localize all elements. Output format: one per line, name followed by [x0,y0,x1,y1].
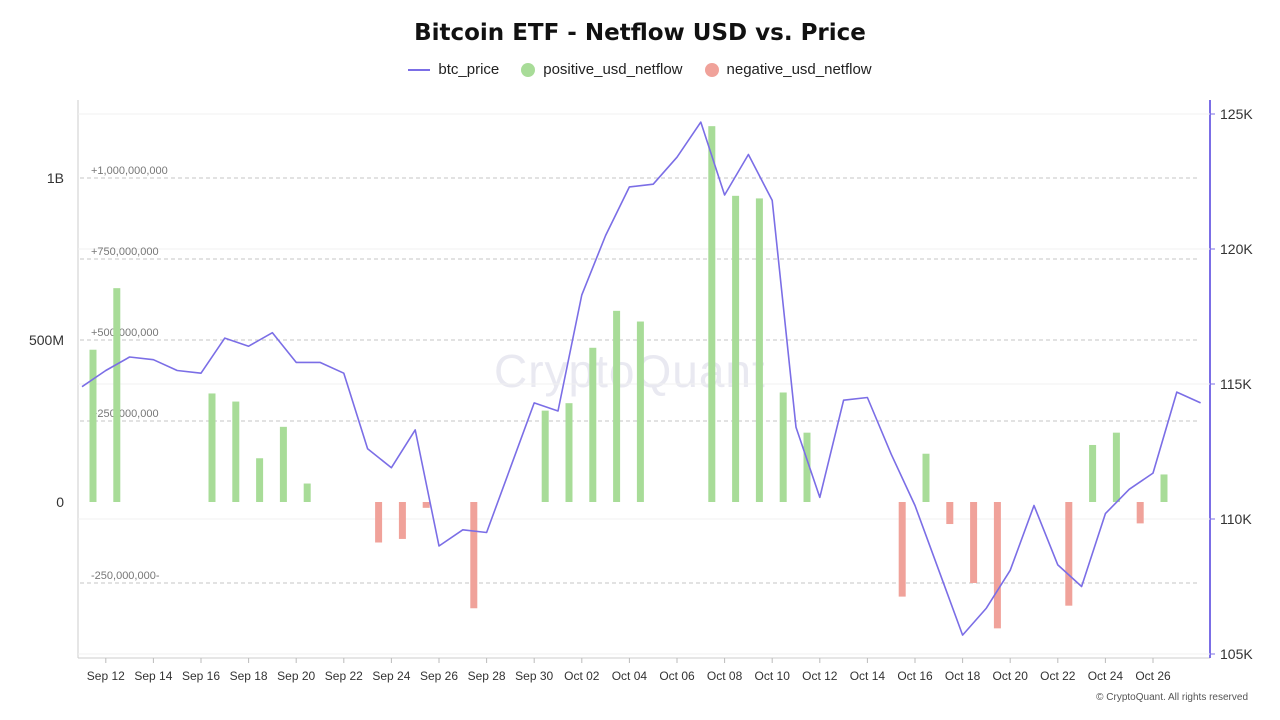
legend-label-positive: positive_usd_netflow [543,61,683,78]
left-tick-label: 0 [56,494,64,510]
legend-item-negative[interactable]: negative_usd_netflow [704,61,872,78]
right-tick-label: 115K [1220,376,1252,392]
positive-netflow-bar [613,310,621,502]
negative-netflow-bar [470,502,478,609]
negative-netflow-bar [993,502,1001,629]
x-tick-label: Sep 14 [134,669,172,683]
positive-netflow-bar [708,126,716,502]
copyright-credit: © CryptoQuant. All rights reserved [1096,692,1248,703]
guide-label: +1,000,000,000 [91,165,168,177]
positive-netflow-bar [565,403,573,502]
x-tick-label: Oct 08 [707,669,743,683]
positive-netflow-bar [1160,474,1168,502]
x-tick-label: Oct 26 [1135,669,1171,683]
legend-item-positive[interactable]: positive_usd_netflow [521,61,683,78]
legend-dot-negative [704,62,719,77]
guide-label: +750,000,000 [91,246,159,258]
positive-netflow-bar [636,321,644,502]
btc-price-line [81,121,1201,636]
watermark: CryptoQuant [494,345,766,397]
x-tick-label: Oct 06 [659,669,695,683]
right-tick-label: 105K [1220,646,1253,662]
x-tick-label: Oct 04 [612,669,648,683]
left-tick-label: 500M [29,332,64,348]
positive-netflow-bar [755,198,763,503]
positive-netflow-bar [279,426,287,502]
x-tick-label: Sep 20 [277,669,315,683]
x-tick-label: Oct 20 [993,669,1029,683]
positive-netflow-bar [1112,432,1120,502]
positive-netflow-bar [922,453,930,502]
x-tick-label: Oct 14 [850,669,886,683]
negative-netflow-bar [375,502,383,543]
x-tick-label: Sep 24 [372,669,410,683]
negative-netflow-bar [1136,502,1144,524]
x-tick-label: Oct 22 [1040,669,1076,683]
legend-item-btc-price[interactable]: btc_price [408,61,499,78]
negative-netflow-bar [946,502,954,525]
negative-netflow-bar [422,502,430,508]
positive-netflow-bar [1089,444,1097,502]
positive-netflow-bar [803,432,811,502]
x-tick-label: Sep 16 [182,669,220,683]
positive-netflow-bar [589,347,597,502]
legend-label-btc-price: btc_price [438,61,500,78]
legend-dot-positive [521,62,536,77]
x-tick-label: Oct 16 [897,669,933,683]
guide-label: +500,000,000 [91,327,159,339]
x-tick-label: Sep 12 [87,669,125,683]
right-tick-label: 125K [1220,106,1253,122]
x-tick-label: Sep 18 [230,669,268,683]
x-tick-label: Sep 28 [468,669,506,683]
positive-netflow-bar [232,401,240,502]
negative-netflow-bar [898,502,906,597]
positive-netflow-bar [541,410,549,502]
left-tick-label: 1B [47,170,64,186]
x-tick-label: Sep 26 [420,669,458,683]
positive-netflow-bar [779,392,787,502]
positive-netflow-bar [208,393,216,502]
right-tick-label: 110K [1220,511,1252,527]
x-tick-label: Oct 18 [945,669,981,683]
legend-line-swatch [408,68,431,71]
positive-netflow-bar [256,458,264,502]
guide-label: +250,000,000 [91,408,159,420]
chart-title: Bitcoin ETF - Netflow USD vs. Price [414,20,866,46]
x-tick-label: Sep 30 [515,669,553,683]
positive-netflow-bar [89,349,97,502]
x-tick-label: Sep 22 [325,669,363,683]
x-tick-label: Oct 10 [755,669,791,683]
x-tick-label: Oct 24 [1088,669,1124,683]
right-tick-label: 120K [1220,241,1253,257]
positive-netflow-bar [303,483,311,502]
legend-label-negative: negative_usd_netflow [726,61,872,78]
negative-netflow-bar [1065,502,1073,606]
x-tick-label: Oct 12 [802,669,838,683]
legend: btc_price positive_usd_netflow negative_… [0,61,1280,78]
negative-netflow-bar [398,502,406,539]
guide-label: -250,000,000- [91,570,160,582]
positive-netflow-bar [113,288,121,502]
negative-netflow-bar [970,502,978,583]
positive-netflow-bar [732,195,740,502]
x-tick-label: Oct 02 [564,669,600,683]
